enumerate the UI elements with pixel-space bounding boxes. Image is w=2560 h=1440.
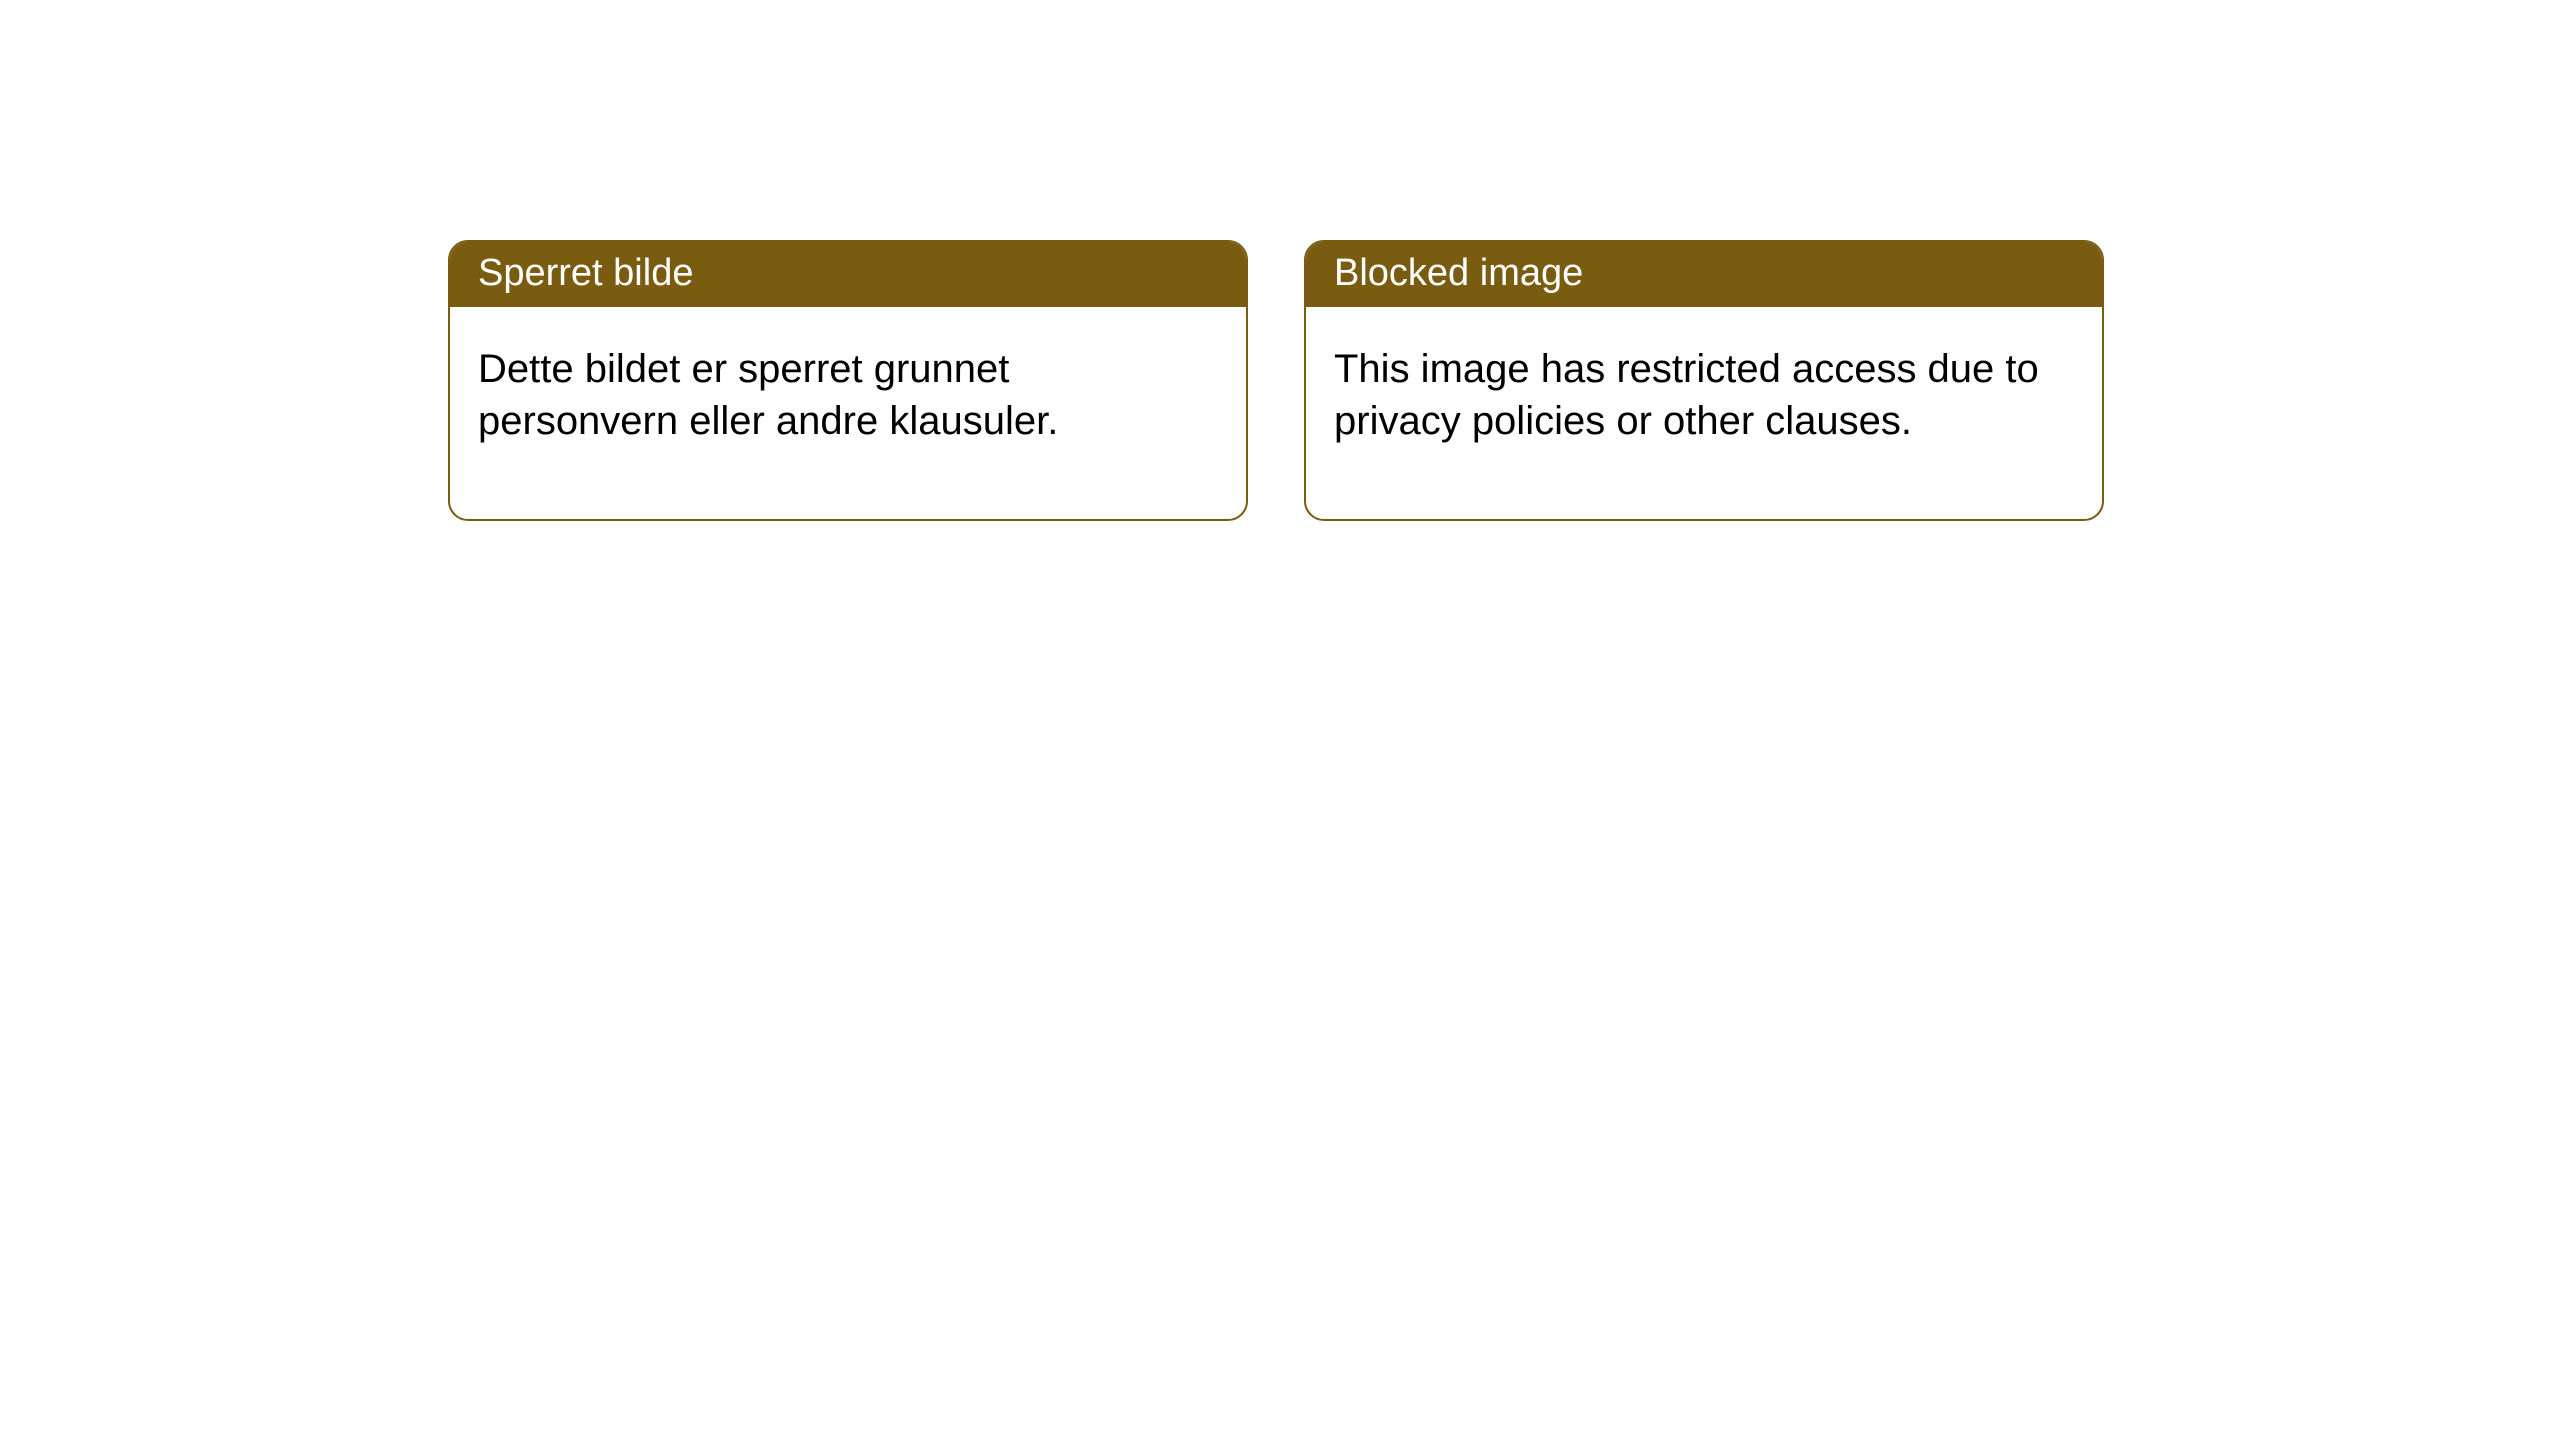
- notice-card-english: Blocked image This image has restricted …: [1304, 240, 2104, 521]
- notice-body-text: This image has restricted access due to …: [1306, 307, 2102, 519]
- notice-body-text: Dette bildet er sperret grunnet personve…: [450, 307, 1246, 519]
- notice-card-norwegian: Sperret bilde Dette bildet er sperret gr…: [448, 240, 1248, 521]
- notice-title: Blocked image: [1306, 242, 2102, 307]
- notice-container: Sperret bilde Dette bildet er sperret gr…: [0, 0, 2560, 521]
- notice-title: Sperret bilde: [450, 242, 1246, 307]
